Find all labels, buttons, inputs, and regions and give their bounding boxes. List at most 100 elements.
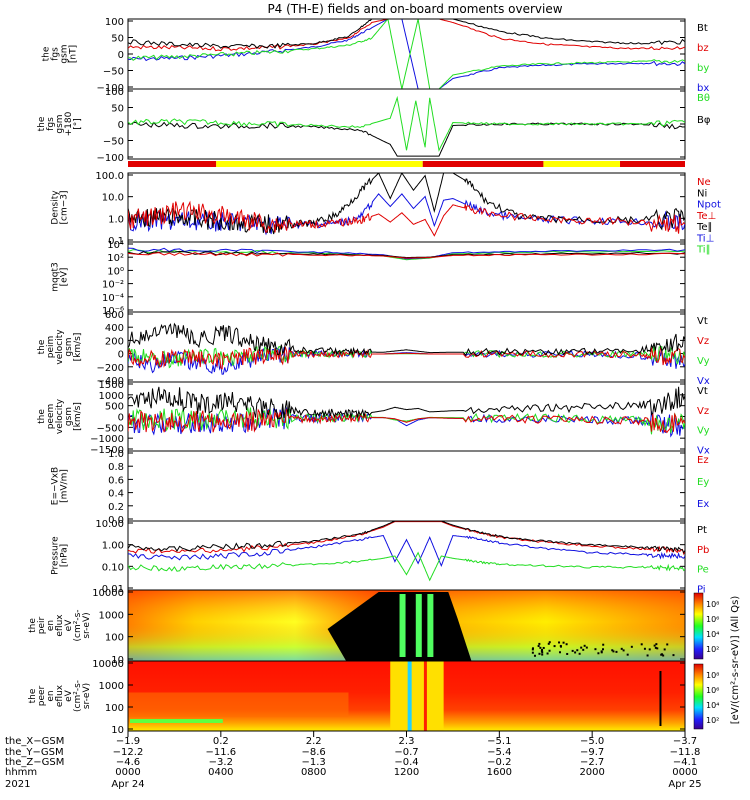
series-line-Npot bbox=[128, 193, 685, 236]
series-group bbox=[128, 173, 685, 237]
ylabel-line: eflux bbox=[55, 684, 65, 707]
ytick-label: 10⁻⁶ bbox=[102, 306, 124, 317]
xaxis-value: −5.4 bbox=[487, 747, 511, 758]
xaxis-value: −1.9 bbox=[116, 736, 140, 747]
ylabel-line: the bbox=[37, 339, 47, 354]
series-line-Ne bbox=[128, 200, 685, 237]
legend-item: Te∥ bbox=[696, 222, 713, 233]
colorbar-tick: 10⁶ bbox=[706, 686, 719, 695]
legend-item: Bθ bbox=[697, 93, 710, 104]
ytick-label: 0.6 bbox=[108, 475, 124, 486]
panel-efield-ylabel: E=−VxB [mV/m] bbox=[51, 467, 70, 505]
ytick-label: 1000 bbox=[99, 391, 124, 402]
spectrogram-dot bbox=[656, 647, 659, 650]
ytick-label: 0.4 bbox=[108, 489, 124, 500]
spectrogram-low bbox=[130, 719, 223, 723]
spectrogram-dot bbox=[531, 648, 534, 651]
ylabel-line: the bbox=[37, 116, 47, 131]
spectrogram-streak bbox=[399, 594, 406, 657]
spectrogram-dot bbox=[548, 649, 551, 652]
spectrogram-dot bbox=[600, 651, 603, 654]
xaxis-value: −0.7 bbox=[394, 747, 418, 758]
panel-fgs-ylabel: the fgs gsm [nT] bbox=[42, 44, 79, 63]
ytick-label: 10⁰ bbox=[107, 266, 124, 277]
xaxis-value: 1200 bbox=[394, 767, 419, 778]
mode-bar-segment bbox=[216, 161, 423, 167]
legend-peem_velocity: Vt Vz Vy Vx bbox=[697, 386, 710, 456]
ytick-label: −1500 bbox=[90, 445, 124, 456]
ylabel-line: fgs bbox=[51, 47, 61, 61]
xaxis-value: 0000 bbox=[115, 767, 140, 778]
spectrogram-dot bbox=[640, 643, 643, 646]
spectrogram-streak bbox=[407, 661, 412, 731]
legend-item: Vt bbox=[697, 316, 708, 327]
ytick-label: 0 bbox=[118, 413, 124, 424]
legend-item: Vz bbox=[697, 336, 709, 347]
ytick-label: 10 bbox=[111, 725, 124, 736]
series-line-Pi bbox=[128, 534, 685, 567]
ylabel-line: gsm bbox=[64, 337, 74, 356]
series-line-Vz bbox=[128, 408, 685, 434]
ytick-label: 0.8 bbox=[108, 462, 124, 473]
ylabel-line: mqqt3 bbox=[51, 262, 61, 291]
spectrogram-dot bbox=[646, 654, 649, 657]
panel-density-ylabel: Density [cm−3] bbox=[51, 190, 70, 225]
spectrogram-dot bbox=[655, 643, 658, 646]
xaxis-value: −9.7 bbox=[580, 747, 604, 758]
spectrogram-dot bbox=[565, 643, 568, 646]
ytick-label: 0.1 bbox=[108, 236, 124, 247]
legend-item: Pt bbox=[697, 525, 707, 536]
ytick-label: 0.0 bbox=[108, 515, 124, 526]
ytick-label: 10.0 bbox=[102, 193, 124, 204]
ytick-label: 100 bbox=[105, 633, 124, 644]
xaxis-value: −12.2 bbox=[113, 747, 144, 758]
spectrogram-dot bbox=[611, 649, 614, 652]
xaxis-value: 0400 bbox=[208, 767, 233, 778]
ylabel-line: peem bbox=[46, 404, 56, 430]
series-line-Bt bbox=[128, 19, 685, 50]
ylabel-line: velocity bbox=[55, 329, 65, 365]
spectrogram-streak bbox=[423, 661, 427, 731]
ytick-label: 200 bbox=[105, 336, 124, 347]
colorbar bbox=[693, 592, 704, 660]
spectrogram-dot bbox=[643, 647, 646, 650]
xaxis-value: −4.1 bbox=[673, 757, 697, 768]
spectrogram-dot bbox=[654, 646, 657, 649]
ylabel-line: [km/s] bbox=[73, 402, 83, 431]
legend-item: bx bbox=[697, 83, 709, 94]
ylabel-line: [nPa] bbox=[60, 544, 70, 567]
ylabel-line: [km/s] bbox=[73, 333, 83, 362]
spectrogram-dot bbox=[626, 653, 629, 656]
legend-peim_velocity: Vt Vz Vy Vx bbox=[697, 316, 710, 387]
spectrogram-dot bbox=[594, 648, 597, 651]
series-line-Bθ bbox=[128, 95, 685, 152]
xaxis-value: −0.2 bbox=[487, 757, 511, 768]
spectrogram-dot bbox=[574, 651, 577, 654]
spectrogram-core bbox=[390, 661, 444, 731]
spectrogram-dot bbox=[539, 646, 542, 649]
xaxis-value: 0000 bbox=[672, 767, 697, 778]
legend-item: Vy bbox=[697, 356, 710, 367]
legend-item: Vt bbox=[697, 386, 708, 397]
xaxis-value: −4.6 bbox=[116, 757, 140, 768]
spectrogram-streak bbox=[427, 594, 434, 657]
ylabel-line: the bbox=[28, 688, 38, 703]
ytick-label: 100 bbox=[105, 17, 124, 28]
ytick-label: 0.2 bbox=[108, 502, 124, 513]
panel-pressure: Pressure [nPa] 10.00 1.00 0.10 0.01 Pt Pb Pe Pi bbox=[51, 519, 710, 595]
spectrogram-dot bbox=[547, 642, 550, 645]
spectrogram-dot bbox=[571, 649, 574, 652]
xaxis-value: −3.2 bbox=[209, 757, 233, 768]
ytick-label: 100 bbox=[105, 703, 124, 714]
mode-bar bbox=[128, 161, 685, 167]
legend-item: Ez bbox=[697, 455, 709, 466]
legend-item: bz bbox=[697, 43, 709, 54]
legend-item: Ey bbox=[697, 477, 709, 488]
spectrogram-dot bbox=[660, 653, 663, 656]
xaxis-value: −3.7 bbox=[673, 736, 697, 747]
ylabel-line: [mV/m] bbox=[60, 469, 70, 503]
legend-item: Pe bbox=[697, 565, 709, 576]
panel-frame bbox=[127, 172, 686, 243]
spectrogram-dot bbox=[582, 648, 585, 651]
